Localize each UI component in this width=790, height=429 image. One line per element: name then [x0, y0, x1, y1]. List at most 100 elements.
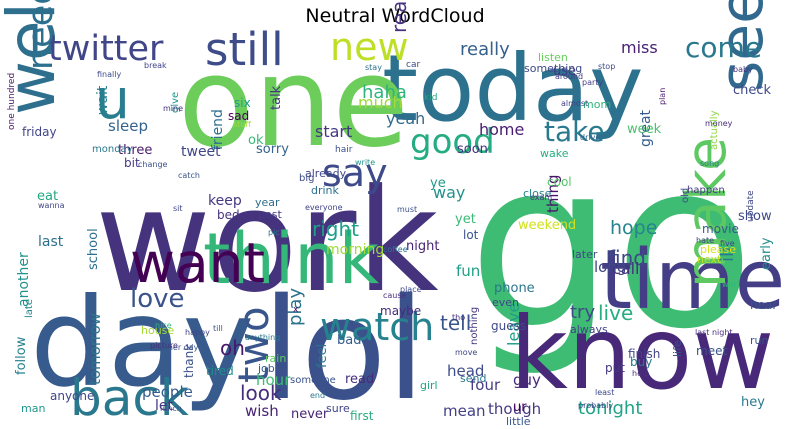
word-plan: plan [658, 88, 667, 105]
word-movie: movie [702, 222, 739, 236]
word-find: find [608, 246, 646, 270]
word-please: please [700, 243, 736, 256]
word-read: read [345, 372, 374, 387]
word-listen: listen [538, 51, 568, 64]
word-work: work [95, 159, 439, 324]
word-early: early [759, 237, 774, 270]
word-yet: yet [455, 212, 476, 227]
word-make: make [674, 137, 738, 288]
word-song: song [700, 159, 719, 168]
word-keep: keep [208, 193, 242, 209]
word-show: show [738, 209, 772, 224]
word-picture: picture [150, 341, 178, 350]
word-love: love [130, 284, 185, 314]
word-bit: bit [124, 156, 140, 170]
word-finish: finish [628, 347, 660, 361]
word-big: big [299, 173, 314, 184]
word-buy: buy [630, 355, 652, 369]
word-tho: tho [452, 313, 465, 322]
word-anyone: anyone [50, 389, 94, 403]
word-today: today [382, 35, 644, 142]
word-head: head [447, 362, 484, 380]
word-right: right [312, 217, 359, 241]
word-sad: sad [228, 109, 249, 123]
word-ready: ready [387, 0, 411, 33]
word-actually: actually [709, 110, 720, 150]
word-well: well [0, 0, 70, 115]
word-come: come [685, 31, 762, 64]
word-one-hundred: one hundred [7, 73, 17, 130]
word-yeah: yeah [386, 109, 425, 128]
word-move: move [455, 348, 477, 357]
word-happy: happy [185, 328, 210, 337]
word-stuff: stuff [233, 120, 251, 129]
word-see: see [707, 0, 777, 92]
word-hour: hour [256, 371, 291, 389]
word-way: way [433, 183, 465, 202]
word-tonight: tonight [578, 398, 642, 419]
word-maybe: maybe [380, 304, 421, 318]
word-never: never [291, 407, 329, 422]
word-haha: haha [362, 82, 407, 103]
word-wake: wake [540, 147, 569, 160]
word-write: write [355, 158, 375, 167]
word-almost: almost [561, 99, 588, 108]
word-people: people [142, 383, 193, 401]
word-five: five [720, 239, 735, 248]
word-something: something [524, 62, 582, 75]
word-close: close [523, 187, 552, 200]
word-coffee: coffee [383, 245, 408, 254]
word-take: take [544, 115, 605, 148]
word-one: one [178, 31, 409, 175]
word-life: life [671, 340, 684, 357]
word-talk: talk [269, 85, 284, 110]
word-four: four [470, 376, 501, 394]
word-year: year [255, 196, 280, 209]
word-know: know [510, 295, 774, 412]
word-mean: mean [443, 402, 486, 420]
word-tired: tired [206, 364, 234, 378]
word-rain: rain [265, 352, 286, 365]
word-wish: wish [245, 402, 279, 420]
word-little: little [506, 415, 531, 428]
word-kid: kid [424, 93, 437, 103]
word-hate: hate [696, 236, 714, 245]
word-ye: ye [430, 176, 446, 191]
word-try: try [570, 302, 595, 323]
word-sit: sit [173, 204, 183, 213]
word-tell: tell [440, 311, 471, 335]
word-cool: cool [547, 175, 572, 189]
word-always: always [570, 323, 608, 336]
word-look: look [240, 381, 282, 405]
word-wait: wait [95, 85, 111, 115]
word-soon: soon [457, 142, 488, 157]
word-post: post [258, 208, 282, 221]
word-hope: hope [610, 217, 657, 239]
word-anything: anything [245, 333, 280, 342]
word-school: school [86, 228, 101, 270]
word-meet: meet [696, 344, 727, 358]
word-mine: mine [163, 104, 183, 113]
word-late: late [24, 299, 35, 318]
word-last: last [38, 234, 64, 250]
word-already: already [305, 167, 347, 180]
word-day: day [30, 272, 254, 414]
word-money: money [705, 119, 733, 128]
word-someone: someone [290, 375, 336, 386]
word-ur: ur [513, 400, 527, 415]
word-finally: finally [97, 70, 121, 79]
word-thank: thank [182, 344, 196, 378]
word-change: change [138, 160, 168, 169]
word-stay: stay [365, 63, 382, 72]
word-lot: lot [463, 228, 479, 242]
word-man: man [21, 402, 45, 415]
word-nice: nice [155, 321, 172, 330]
word-think: think [203, 218, 380, 300]
word-hear: hear [750, 298, 777, 312]
word-say: say [322, 151, 388, 195]
word-another: another [16, 252, 32, 307]
word-pic: pic [268, 228, 280, 237]
word-call: call [612, 259, 640, 278]
word-long: long [594, 258, 626, 276]
